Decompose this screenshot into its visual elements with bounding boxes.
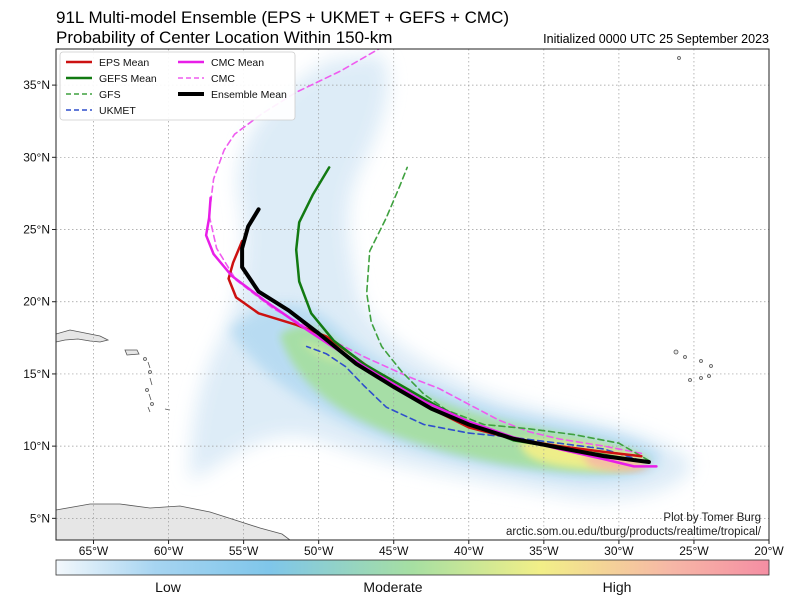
lon-tick-label: 60°W <box>154 544 184 558</box>
lon-tick-label: 25°W <box>679 544 709 558</box>
legend: EPS Mean GEFS Mean GFS UKMET CMC Mean CMC Ense… <box>59 51 296 121</box>
lon-tick-label: 50°W <box>304 544 334 558</box>
lat-lon-grid <box>56 49 769 540</box>
title-line-1: 91L Multi-model Ensemble (EPS + UKMET + … <box>56 8 510 27</box>
credit-author: Plot by Tomer Burg <box>663 512 761 524</box>
lon-tick-label: 45°W <box>379 544 409 558</box>
land-masses <box>56 56 713 540</box>
lon-tick-label: 20°W <box>754 544 784 558</box>
lat-tick-label: 30°N <box>23 150 50 164</box>
colorbar: Low Moderate High <box>55 559 770 595</box>
lon-tick-label: 65°W <box>79 544 109 558</box>
lat-tick-label: 10°N <box>23 439 50 453</box>
lon-tick-label: 40°W <box>454 544 484 558</box>
lon-tick-label: 30°W <box>604 544 634 558</box>
axis-ticks: 65°W 60°W 55°W 50°W 45°W 40°W 35°W 30°W 25°W 20°W… <box>23 78 784 558</box>
legend-label: GEFS Mean <box>99 73 157 85</box>
initialized-time: Initialized 0000 UTC 25 September 2023 <box>543 32 769 46</box>
legend-label: GFS <box>99 89 121 101</box>
puerto-rico <box>124 349 140 356</box>
lat-tick-label: 15°N <box>23 367 50 381</box>
plot-frame <box>55 48 770 541</box>
credit-url: arctic.som.ou.edu/tburg/products/realtim… <box>506 526 762 538</box>
lat-tick-label: 20°N <box>23 295 50 309</box>
lat-tick-label: 5°N <box>30 511 50 525</box>
colorbar-label-low: Low <box>155 579 182 595</box>
lon-tick-label: 35°W <box>529 544 559 558</box>
track-ukmet <box>305 345 643 462</box>
colorbar-label-high: High <box>603 579 632 595</box>
lesser-antilles <box>147 361 171 413</box>
legend-label: CMC Mean <box>211 57 264 69</box>
track-gfs <box>365 166 650 462</box>
title-line-2: Probability of Center Location Within 15… <box>56 28 393 47</box>
lat-tick-label: 35°N <box>23 78 50 92</box>
colorbar-label-moderate: Moderate <box>363 579 422 595</box>
lat-tick-label: 25°N <box>23 223 50 237</box>
legend-label: CMC <box>211 73 235 85</box>
legend-label: Ensemble Mean <box>211 89 287 101</box>
track-ensemble-mean <box>240 207 651 464</box>
cuba-hispaniola <box>56 329 110 343</box>
legend-label: EPS Mean <box>99 57 149 69</box>
south-america <box>56 503 291 540</box>
legend-label: UKMET <box>99 105 136 117</box>
model-tracks <box>204 49 658 468</box>
lon-tick-label: 55°W <box>229 544 259 558</box>
